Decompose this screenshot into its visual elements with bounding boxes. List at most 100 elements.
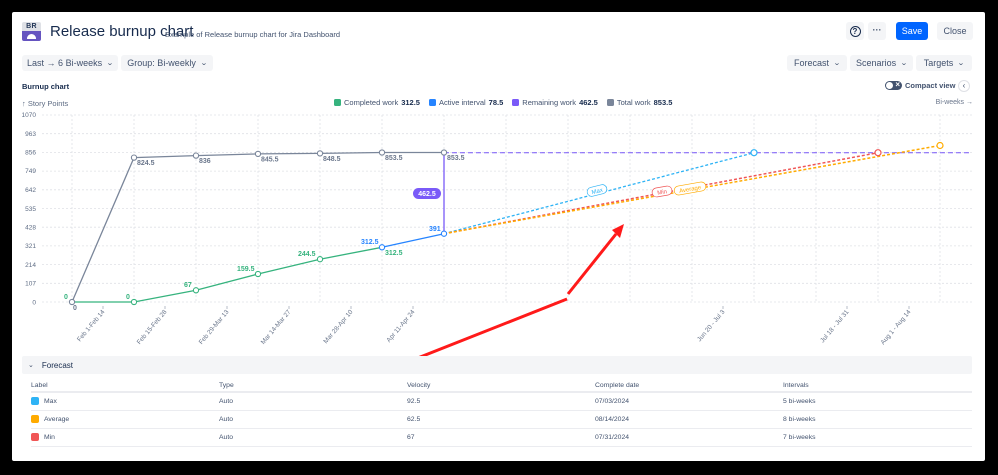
chevron-down-icon: ⌄ <box>957 60 966 67</box>
toggle-switch[interactable] <box>885 80 902 90</box>
svg-text:642: 642 <box>25 187 36 194</box>
svg-text:Feb 15-Feb 28: Feb 15-Feb 28 <box>136 308 169 345</box>
col-header-label: Label <box>31 379 219 393</box>
svg-text:853.5: 853.5 <box>447 155 465 162</box>
svg-text:67: 67 <box>184 282 192 289</box>
color-swatch <box>31 397 39 406</box>
targets-dropdown[interactable]: Targets ⌄ <box>916 55 972 71</box>
col-header-intervals: Intervals <box>783 379 972 393</box>
svg-text:312.5: 312.5 <box>361 239 379 246</box>
range-dropdown[interactable]: Last → 6 Bi-weeks ⌄ <box>22 55 118 71</box>
y-axis-ticks: 1070 963 856 749 642 535 428 321 214 107… <box>22 112 37 307</box>
svg-text:749: 749 <box>25 168 36 175</box>
svg-text:Jul 18 - Jul 31: Jul 18 - Jul 31 <box>819 308 851 344</box>
remaining-work-badge <box>413 188 441 199</box>
save-button[interactable]: Save <box>896 22 928 40</box>
forecast-average-tag: Average <box>673 181 707 196</box>
chart-legend: Completed work 312.5 Active interval 78.5 … <box>334 98 672 107</box>
app-logo: BR <box>22 22 41 41</box>
burnup-chart: 1070 963 856 749 642 535 428 321 214 107… <box>22 112 972 357</box>
svg-text:244.5: 244.5 <box>298 251 316 258</box>
svg-text:159.5: 159.5 <box>237 266 255 273</box>
svg-text:535: 535 <box>25 206 36 213</box>
svg-text:428: 428 <box>25 225 36 232</box>
chevron-down-icon: ⌄ <box>833 60 841 67</box>
svg-text:214: 214 <box>25 262 36 269</box>
legend-swatch <box>334 99 341 106</box>
svg-text:Min: Min <box>657 189 668 197</box>
svg-text:845.5: 845.5 <box>261 157 279 164</box>
chevron-down-icon: ⌄ <box>106 60 114 67</box>
scenarios-dropdown[interactable]: Scenarios ⌄ <box>850 55 913 71</box>
svg-text:0: 0 <box>126 294 130 301</box>
grid <box>42 114 972 303</box>
col-header-type: Type <box>219 379 407 393</box>
chevron-down-icon: ⌄ <box>28 362 34 369</box>
forecast-average-point <box>936 141 944 150</box>
more-options-button[interactable]: ··· <box>868 22 886 40</box>
svg-text:Jun 20 - Jul 3: Jun 20 - Jul 3 <box>696 308 727 343</box>
svg-text:Average: Average <box>679 185 703 195</box>
legend-swatch <box>606 99 614 106</box>
app-window: BR Release burnup chart Example of Relea… <box>12 12 985 461</box>
svg-text:0: 0 <box>64 294 68 301</box>
forecast-max-tag: Max <box>586 184 608 197</box>
table-row[interactable]: Average Auto 62.5 08/14/2024 8 bi-weeks <box>31 410 972 429</box>
legend-total-work[interactable]: Total work 853.5 <box>606 98 672 107</box>
svg-text:462.5: 462.5 <box>418 191 436 198</box>
annotation-arrows <box>416 224 624 357</box>
table-row[interactable]: Max Auto 92.5 07/03/2024 5 bi-weeks <box>31 392 972 411</box>
help-icon: ? <box>849 25 861 37</box>
x-axis-unit: Bi-weeks → <box>935 99 973 106</box>
y-axis-unit: ↑ Story Points <box>22 99 69 108</box>
chevron-down-icon: ⌄ <box>900 60 908 67</box>
svg-text:Feb 1-Feb 14: Feb 1-Feb 14 <box>76 308 107 343</box>
svg-text:824.5: 824.5 <box>137 160 155 167</box>
svg-text:1070: 1070 <box>22 112 37 119</box>
chart-title: Burnup chart <box>22 82 70 91</box>
compact-view-toggle[interactable]: Compact view <box>885 80 955 90</box>
legend-remaining-work[interactable]: Remaining work 462.5 <box>512 98 598 107</box>
svg-text:836: 836 <box>199 158 211 165</box>
legend-active-interval[interactable]: Active interval 78.5 <box>428 98 503 107</box>
active-interval-line <box>381 233 445 248</box>
svg-text:856: 856 <box>25 150 36 157</box>
svg-text:391: 391 <box>429 226 441 233</box>
forecast-min-point <box>874 149 882 157</box>
help-button[interactable]: ? <box>846 22 864 40</box>
svg-text:Max: Max <box>591 188 603 197</box>
x-axis-ticks <box>102 306 910 309</box>
page-title: Release burnup chart <box>50 23 194 40</box>
svg-text:Aug 1 - Aug 14: Aug 1 - Aug 14 <box>880 308 913 346</box>
ship-icon <box>22 31 41 41</box>
collapse-panel-button[interactable]: ‹ <box>958 80 970 92</box>
close-button[interactable]: Close <box>937 22 973 40</box>
svg-text:848.5: 848.5 <box>323 156 341 163</box>
forecast-dropdown[interactable]: Forecast ⌄ <box>787 55 847 71</box>
legend-swatch <box>512 99 520 106</box>
svg-text:0: 0 <box>32 300 36 307</box>
forecast-max-point <box>750 149 758 157</box>
svg-text:0: 0 <box>73 305 77 312</box>
legend-completed-work[interactable]: Completed work 312.5 <box>334 98 420 107</box>
svg-text:107: 107 <box>25 281 36 288</box>
group-dropdown[interactable]: Group: Bi-weekly ⌄ <box>121 55 213 71</box>
svg-text:Feb 29-Mar 13: Feb 29-Mar 13 <box>198 308 231 345</box>
color-swatch <box>31 433 39 441</box>
svg-text:Apr 11-Apr 24: Apr 11-Apr 24 <box>385 308 416 343</box>
svg-text:Mar 14-Mar 27: Mar 14-Mar 27 <box>260 308 293 345</box>
col-header-complete-date: Complete date <box>595 379 783 393</box>
svg-text:312.5: 312.5 <box>385 250 403 257</box>
svg-text:Mar 28-Apr 10: Mar 28-Apr 10 <box>322 308 354 345</box>
chevron-down-icon: ⌄ <box>199 60 208 67</box>
svg-text:321: 321 <box>25 243 36 250</box>
table-row[interactable]: Min Auto 67 07/31/2024 7 bi-weeks <box>31 428 972 447</box>
svg-text:853.5: 853.5 <box>385 155 403 162</box>
svg-text:963: 963 <box>25 131 36 138</box>
color-swatch <box>31 415 39 423</box>
forecast-section-header[interactable]: ⌄ Forecast <box>22 356 972 374</box>
forecast-table: Label Type Velocity Complete date Interv… <box>31 379 972 447</box>
col-header-velocity: Velocity <box>407 379 595 393</box>
legend-swatch <box>428 99 436 106</box>
forecast-min-tag: Min <box>651 185 673 198</box>
